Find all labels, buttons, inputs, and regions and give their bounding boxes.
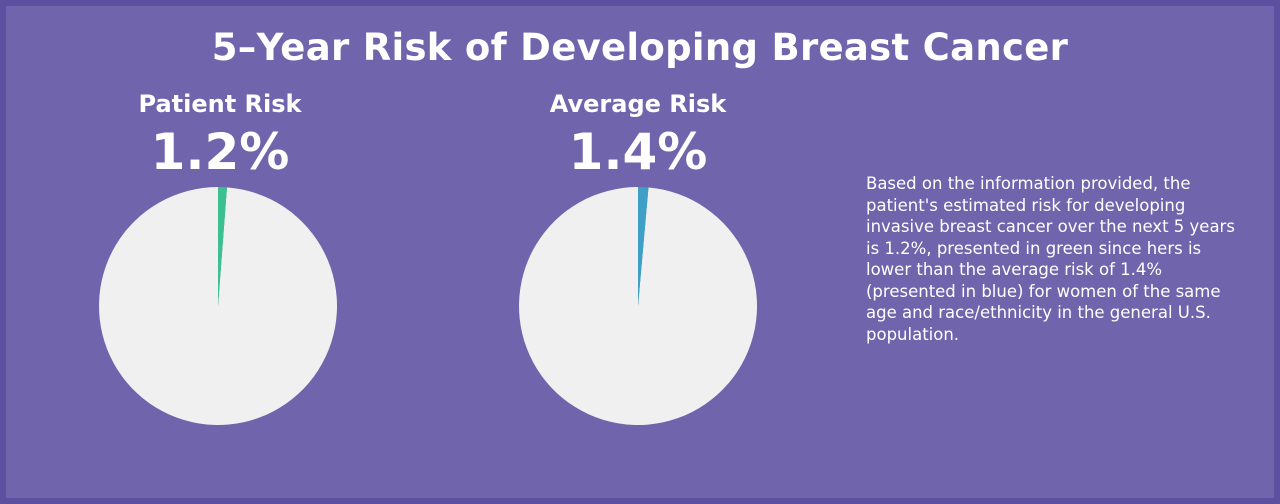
remainder-slice [519,187,758,425]
risk-slice [218,187,227,306]
average-risk-label: Average Risk [549,90,727,118]
average-risk-pie [519,187,758,425]
risk-description: Based on the information provided, the p… [866,174,1235,344]
risk-slice [638,187,649,306]
chart-title: 5–Year Risk of Developing Breast Cancer [211,26,1069,69]
average-risk-value: 1.4% [568,123,708,181]
patient-risk-value: 1.2% [150,123,290,181]
remainder-slice [98,187,338,425]
patient-risk-label: Patient Risk [138,90,302,118]
patient-risk-pie [98,187,338,425]
